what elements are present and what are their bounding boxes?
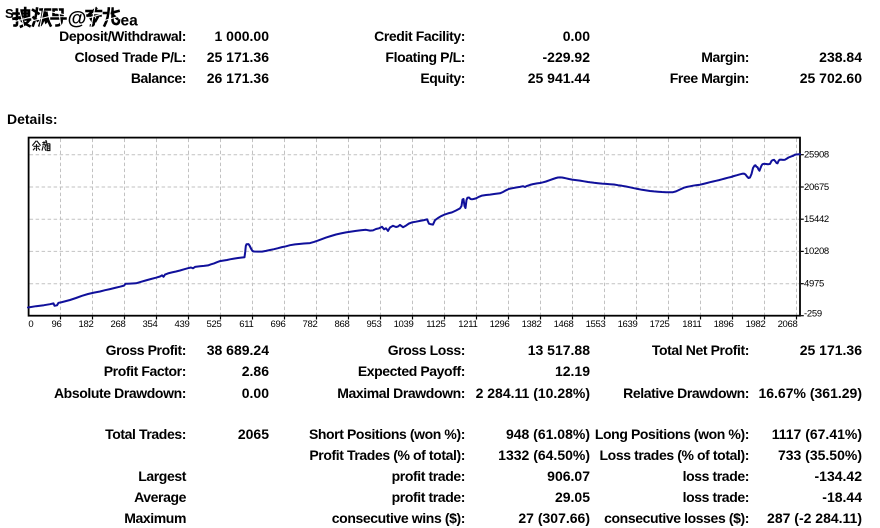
svg-text:ea: ea <box>121 13 139 30</box>
svg-text:96: 96 <box>52 319 62 330</box>
svg-text:15442: 15442 <box>804 214 829 225</box>
svg-text:953: 953 <box>367 319 382 330</box>
svg-text:10208: 10208 <box>804 246 829 257</box>
svg-text:20675: 20675 <box>804 182 829 193</box>
svg-text:1639: 1639 <box>618 319 638 330</box>
svg-text:525: 525 <box>207 319 222 330</box>
svg-text:782: 782 <box>303 319 318 330</box>
svg-text:1811: 1811 <box>682 319 701 330</box>
svg-text:868: 868 <box>335 319 350 330</box>
svg-text:0: 0 <box>28 319 33 330</box>
svg-text:1296: 1296 <box>490 319 510 330</box>
svg-text:25908: 25908 <box>804 150 829 161</box>
svg-text:611: 611 <box>239 319 253 330</box>
svg-text:@: @ <box>68 8 87 30</box>
svg-text:1125: 1125 <box>426 319 445 330</box>
svg-text:1468: 1468 <box>554 319 574 330</box>
svg-text:696: 696 <box>271 319 286 330</box>
svg-text:182: 182 <box>79 319 94 330</box>
svg-text:-259: -259 <box>804 309 822 320</box>
svg-text:268: 268 <box>111 319 126 330</box>
svg-text:1982: 1982 <box>746 319 766 330</box>
svg-text:439: 439 <box>175 319 190 330</box>
svg-text:354: 354 <box>143 319 158 330</box>
svg-text:1211: 1211 <box>458 319 477 330</box>
svg-text:4975: 4975 <box>804 279 824 290</box>
svg-text:1039: 1039 <box>394 319 414 330</box>
svg-text:1896: 1896 <box>714 319 734 330</box>
svg-text:1382: 1382 <box>522 319 542 330</box>
svg-text:1553: 1553 <box>586 319 606 330</box>
svg-text:S: S <box>5 6 14 21</box>
svg-text:2068: 2068 <box>778 319 798 330</box>
svg-text:ea: ea <box>121 13 139 30</box>
svg-text:1725: 1725 <box>650 319 670 330</box>
